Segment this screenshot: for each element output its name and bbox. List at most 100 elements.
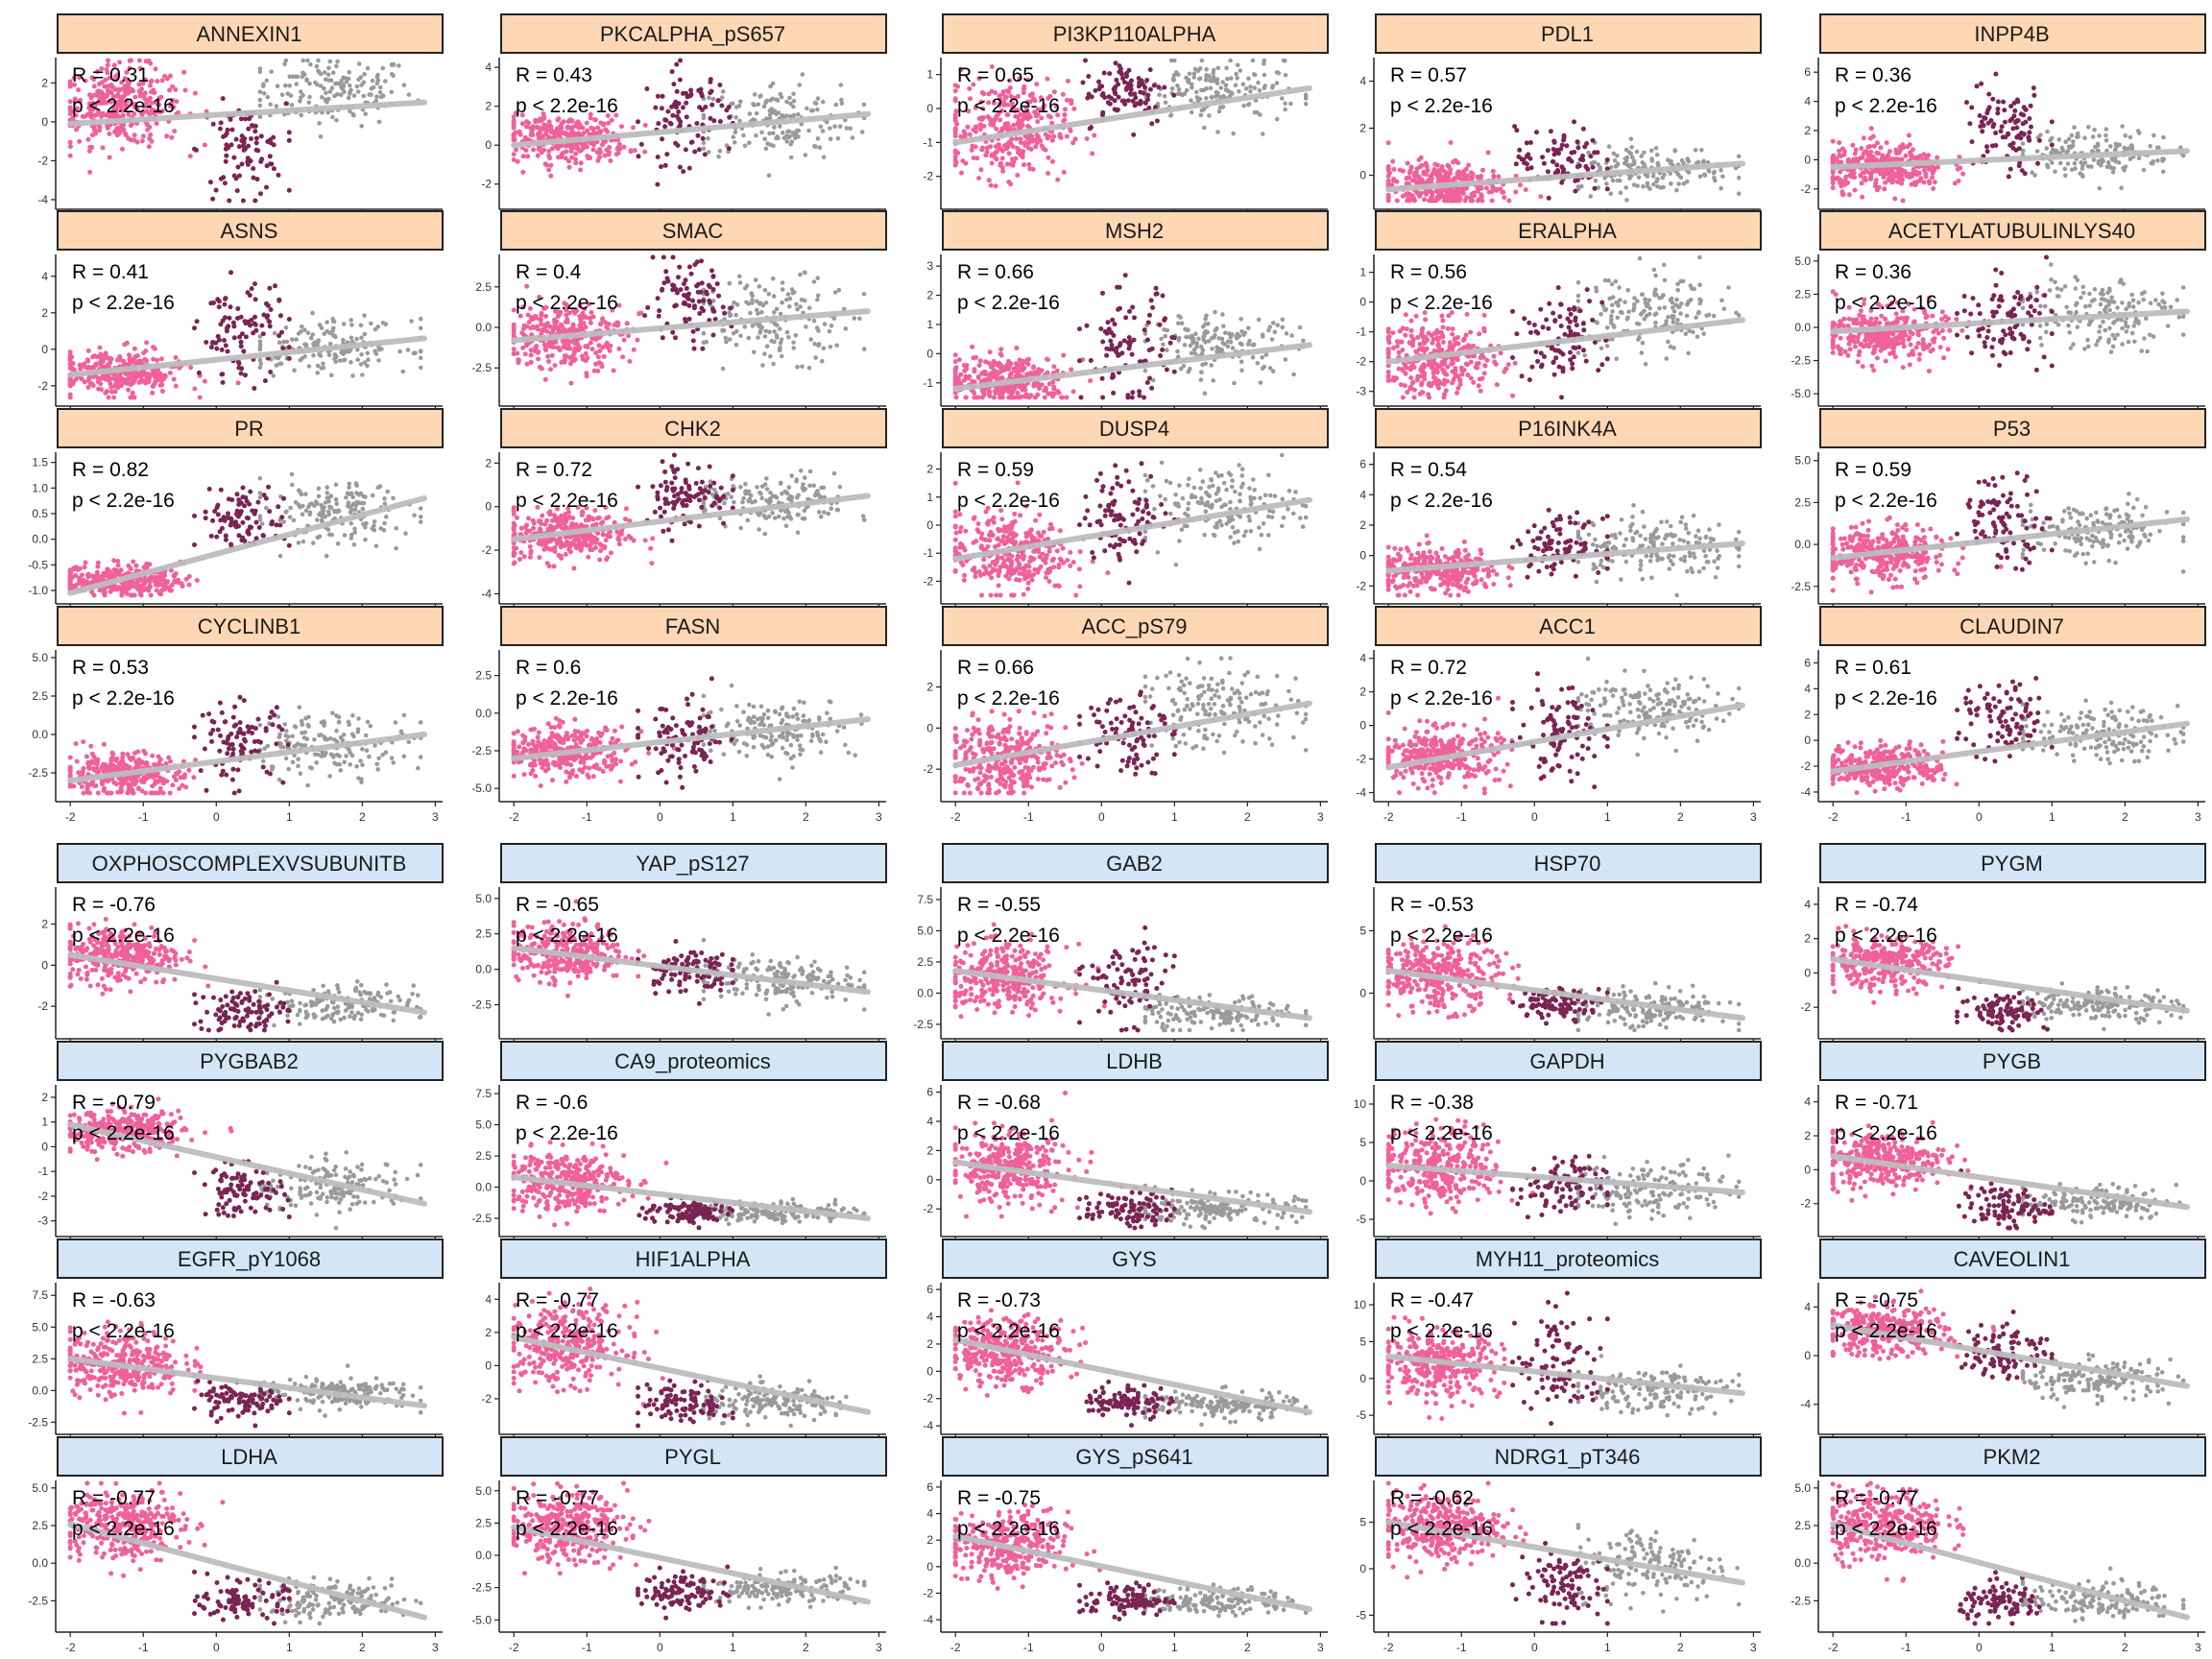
data-point [1130, 396, 1135, 400]
data-point [1298, 325, 1303, 330]
data-point [193, 91, 198, 96]
data-point [747, 336, 752, 341]
data-point [1161, 294, 1166, 299]
data-point [586, 156, 590, 160]
data-point [1125, 393, 1130, 397]
data-point [724, 340, 729, 345]
data-point [1982, 123, 1986, 128]
data-point [1204, 96, 1209, 101]
data-point [953, 118, 958, 123]
correlation-label: R = 0.43 [516, 64, 592, 86]
data-point [622, 338, 627, 343]
data-point [312, 342, 317, 347]
data-point [990, 161, 995, 166]
y-tick-label: -2 [37, 154, 48, 167]
y-tick-label: -2 [1356, 355, 1366, 369]
data-point [1204, 78, 1209, 83]
data-point [1033, 396, 1038, 400]
data-point [1131, 132, 1136, 137]
data-point [970, 345, 974, 349]
data-point [114, 381, 119, 386]
data-point [2152, 133, 2156, 138]
p-value-label: p < 2.2e-16 [516, 292, 618, 314]
data-point [248, 293, 252, 298]
data-point [1624, 198, 1629, 203]
data-point [139, 377, 144, 382]
data-point [1198, 76, 1203, 81]
data-point [710, 307, 715, 312]
data-point [516, 357, 520, 362]
data-point [1021, 362, 1025, 367]
data-point [68, 154, 73, 158]
data-point [1239, 368, 1244, 373]
data-point [2070, 133, 2075, 138]
data-point [1183, 343, 1188, 348]
data-point [1100, 376, 1105, 381]
data-point [976, 176, 981, 180]
data-point [1221, 324, 1226, 328]
data-point [540, 328, 544, 333]
data-point [2111, 157, 2116, 162]
data-point [743, 325, 748, 329]
data-point [999, 353, 1004, 358]
data-point [584, 315, 589, 320]
data-point [755, 300, 759, 304]
data-point [335, 60, 340, 64]
data-point [227, 199, 231, 204]
data-point [1051, 385, 1056, 390]
data-point [272, 166, 276, 171]
data-point [1441, 168, 1446, 173]
data-point [316, 59, 321, 63]
data-point [768, 98, 773, 103]
data-point [350, 373, 355, 378]
data-point [1534, 130, 1539, 134]
data-point [323, 70, 327, 75]
facet-title: PKCALPHA_pS657 [600, 22, 785, 46]
data-point [203, 143, 207, 148]
data-point [1199, 113, 1204, 118]
data-point [141, 133, 146, 138]
data-point [1154, 286, 1159, 291]
data-point [2007, 175, 2011, 180]
data-point [287, 317, 292, 322]
data-point [1637, 175, 1642, 180]
data-point [816, 136, 821, 141]
data-point [1698, 175, 1703, 180]
data-point [535, 125, 540, 130]
data-point [1666, 157, 1671, 162]
data-point [284, 59, 289, 63]
data-point [1613, 158, 1618, 163]
data-point [564, 320, 568, 325]
data-point [383, 79, 388, 84]
data-point [107, 396, 111, 400]
data-point [1148, 87, 1153, 92]
data-point [1406, 197, 1410, 202]
data-point [268, 154, 273, 158]
y-tick-label: 4 [41, 270, 48, 283]
data-point [848, 127, 853, 132]
data-point [1899, 173, 1904, 178]
data-point [656, 155, 661, 159]
data-point [1026, 357, 1031, 362]
data-point [699, 91, 704, 96]
data-point [728, 281, 733, 286]
data-point [1202, 333, 1207, 338]
data-point [1203, 391, 1208, 396]
data-point [362, 313, 367, 318]
data-point [252, 386, 256, 391]
data-point [637, 154, 641, 158]
data-point [1110, 343, 1115, 348]
data-point [1194, 90, 1199, 95]
data-point [350, 112, 355, 117]
data-point [764, 147, 769, 152]
data-point [971, 128, 975, 132]
data-point [357, 61, 362, 66]
data-point [1551, 147, 1556, 152]
data-point [1132, 315, 1137, 320]
data-point [1221, 94, 1226, 99]
data-point [1246, 76, 1251, 81]
data-point [612, 369, 616, 373]
data-point [1193, 67, 1198, 72]
data-point [707, 283, 711, 288]
data-point [1461, 172, 1466, 177]
